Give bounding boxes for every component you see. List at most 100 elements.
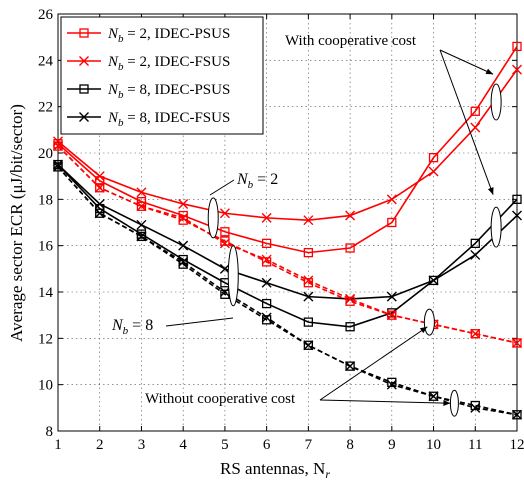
x-marker <box>94 182 105 193</box>
square-marker <box>95 183 105 193</box>
x-marker <box>178 212 189 223</box>
x-marker <box>386 310 397 321</box>
square-marker <box>303 340 314 350</box>
x-marker <box>345 210 356 221</box>
x-axis-label: RS antennas, Nr <box>220 459 330 481</box>
x-marker <box>303 275 314 286</box>
x-marker <box>470 122 481 133</box>
x-marker <box>428 275 439 286</box>
series-line <box>57 69 518 221</box>
x-marker <box>261 312 272 323</box>
square-marker <box>470 106 480 116</box>
x-marker <box>136 219 147 230</box>
legend-label: Nb = 8, IDEC-FSUS <box>107 110 230 129</box>
legend-label: Nb = 8, IDEC-PSUS <box>107 82 230 101</box>
square-marker <box>79 28 89 38</box>
x-marker <box>303 291 314 302</box>
y-tick-label: 26 <box>38 7 54 23</box>
legend-label: Nb = 2, IDEC-FSUS <box>107 54 230 73</box>
x-marker <box>428 166 439 177</box>
y-tick-label: 8 <box>46 424 54 440</box>
x-marker <box>178 198 189 209</box>
x-tick-label: 6 <box>263 437 271 453</box>
legend-box <box>60 16 264 135</box>
nb2-leader <box>209 179 235 196</box>
x-marker <box>219 208 230 219</box>
with-cost-arrow-black <box>439 49 494 195</box>
legend-item-3: Nb = 8, IDEC-PSUS <box>67 82 230 101</box>
y-tick-label: 22 <box>38 100 53 116</box>
x-marker <box>428 391 439 402</box>
square-marker <box>261 257 272 267</box>
square-marker <box>470 400 480 411</box>
legend: Nb = 2, IDEC-PSUS Nb = 2, IDEC-FSUS Nb = 8… <box>60 16 264 135</box>
with-cost-arrow-red <box>439 49 494 75</box>
x-marker <box>512 409 522 420</box>
x-marker <box>261 212 272 223</box>
x-marker <box>94 171 105 182</box>
x-tick-label: 9 <box>388 437 396 453</box>
x-tick-label: 1 <box>54 437 62 453</box>
square-marker <box>220 227 230 237</box>
square-marker <box>387 217 397 228</box>
x-marker <box>219 238 230 249</box>
nb2-label: Nb = 2 <box>236 171 278 191</box>
square-marker <box>345 322 355 332</box>
square-marker <box>512 338 522 348</box>
series-line <box>57 164 518 328</box>
square-marker <box>470 329 480 339</box>
with-cost-ellipse-black <box>490 206 502 248</box>
square-marker <box>345 361 355 371</box>
x-marker <box>512 337 522 348</box>
x-tick-label: 8 <box>346 437 354 453</box>
x-marker <box>94 198 105 209</box>
square-marker <box>79 84 89 94</box>
x-marker <box>303 215 314 226</box>
without-cost-arrow-red <box>319 326 428 401</box>
x-marker <box>470 328 481 339</box>
x-marker <box>178 256 189 267</box>
series-line <box>57 164 518 300</box>
y-tick-label: 10 <box>38 378 53 394</box>
x-marker <box>53 161 63 172</box>
x-marker <box>136 187 147 198</box>
x-marker <box>303 340 314 351</box>
x-marker <box>345 293 356 304</box>
x-marker <box>470 402 481 413</box>
square-marker <box>95 208 105 218</box>
x-tick-label: 5 <box>221 437 229 453</box>
x-marker <box>136 231 147 242</box>
square-marker <box>136 231 147 242</box>
square-marker <box>512 410 522 420</box>
series-6 <box>53 141 522 348</box>
y-tick-label: 16 <box>38 239 54 255</box>
x-marker <box>512 64 522 75</box>
y-tick-label: 12 <box>38 331 53 347</box>
x-marker <box>261 277 272 288</box>
x-marker <box>512 210 522 221</box>
legend-item-4: Nb = 8, IDEC-FSUS <box>67 110 230 129</box>
plot-frame <box>57 13 518 432</box>
square-marker <box>53 141 63 151</box>
x-axis-label-subscript: r <box>325 467 330 481</box>
x-marker <box>53 159 63 170</box>
grid <box>58 14 517 431</box>
square-marker <box>387 310 397 320</box>
legend-label: Nb = 2, IDEC-PSUS <box>107 26 230 45</box>
series-8 <box>53 161 522 420</box>
with-cost-ellipse-red <box>490 83 502 121</box>
x-marker <box>79 112 89 122</box>
nb2-ellipse <box>207 197 219 239</box>
without-cost-ellipse-black <box>449 389 459 417</box>
y-tick-label: 14 <box>38 285 54 301</box>
y-tick-label: 18 <box>38 192 53 208</box>
nb8-leader <box>165 317 234 327</box>
square-marker <box>53 162 63 172</box>
series-2 <box>53 64 522 226</box>
square-marker <box>261 238 272 249</box>
square-marker <box>512 194 522 204</box>
legend-item-2: Nb = 2, IDEC-FSUS <box>67 54 230 73</box>
nb8-label: Nb = 8 <box>111 317 153 337</box>
x-marker <box>136 201 147 212</box>
square-marker <box>470 238 480 249</box>
